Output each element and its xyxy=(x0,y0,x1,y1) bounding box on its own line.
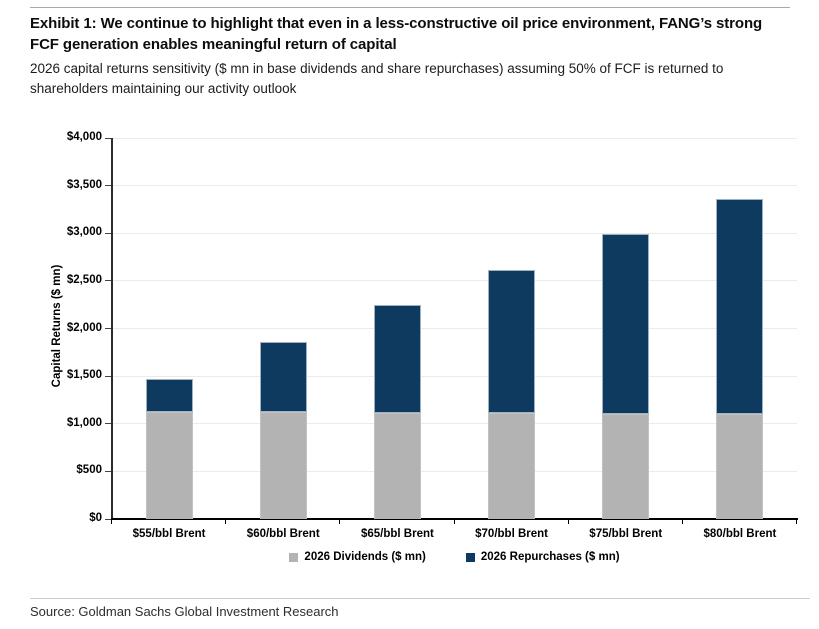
y-tick-label: $500 xyxy=(76,464,102,477)
x-axis-tick xyxy=(225,520,227,524)
x-axis-line xyxy=(111,518,798,520)
legend-swatch-icon xyxy=(465,552,475,562)
x-axis-tick xyxy=(681,520,683,524)
legend-label: 2026 Repurchases ($ mn) xyxy=(480,551,620,563)
bar-segment-dividends xyxy=(716,414,764,519)
gridline xyxy=(112,470,797,472)
bar-segment-repurchases xyxy=(259,341,307,413)
x-category-label: $65/bbl Brent xyxy=(360,528,434,540)
exhibit-subtitle: 2026 capital returns sensitivity ($ mn i… xyxy=(30,61,724,96)
bar-segment-dividends xyxy=(145,411,193,519)
y-axis-line xyxy=(111,138,113,520)
gridline xyxy=(112,280,797,282)
x-axis-tick xyxy=(453,520,455,524)
bar-segment-repurchases xyxy=(145,378,193,412)
y-tick-label: $1,000 xyxy=(66,416,102,429)
top-divider xyxy=(30,7,790,8)
bar-segment-dividends xyxy=(373,412,421,519)
bar-segment-repurchases xyxy=(488,270,536,414)
legend-item-dividends: 2026 Dividends ($ mn) xyxy=(289,551,426,563)
x-category-label: $70/bbl Brent xyxy=(475,528,548,540)
x-category-label: $55/bbl Brent xyxy=(132,528,206,540)
y-tick-label: $1,500 xyxy=(66,369,102,382)
x-category-label: $60/bbl Brent xyxy=(246,528,320,540)
bar-segment-repurchases xyxy=(373,305,421,413)
y-axis-tick xyxy=(105,328,112,329)
y-tick-label: $3,500 xyxy=(66,178,102,191)
gridline xyxy=(112,137,797,139)
x-axis-tick xyxy=(567,520,569,524)
gridline xyxy=(112,328,797,329)
gridline xyxy=(112,185,797,187)
bar-segment-dividends xyxy=(488,413,536,519)
y-axis-tick xyxy=(105,518,112,520)
x-axis-tick xyxy=(111,520,112,524)
bar-segment-dividends xyxy=(259,412,307,519)
y-tick-label: $3,000 xyxy=(66,226,102,239)
y-tick-label: $2,000 xyxy=(66,321,102,334)
y-axis-tick xyxy=(105,185,112,187)
y-tick-label: $4,000 xyxy=(66,131,102,143)
bar-segment-dividends xyxy=(602,413,650,519)
bar-segment-repurchases xyxy=(602,234,650,414)
y-axis-tick xyxy=(105,280,112,282)
legend-label: 2026 Dividends ($ mn) xyxy=(304,551,426,563)
source-attribution: Source: Goldman Sachs Global Investment … xyxy=(30,604,339,619)
gridline xyxy=(112,232,797,234)
gridline xyxy=(112,423,797,425)
gridline xyxy=(112,375,797,377)
y-axis-tick xyxy=(105,423,112,425)
x-category-label: $80/bbl Brent xyxy=(703,528,777,540)
y-axis-tick xyxy=(105,137,112,139)
x-axis-tick xyxy=(339,520,341,524)
y-tick-label: $0 xyxy=(89,512,102,524)
legend-item-repurchases: 2026 Repurchases ($ mn) xyxy=(465,551,620,563)
x-category-label: $75/bbl Brent xyxy=(589,528,663,540)
legend-swatch-icon xyxy=(289,552,299,562)
x-axis-tick xyxy=(796,520,797,524)
bottom-divider xyxy=(30,598,810,599)
y-axis-tick xyxy=(105,232,112,234)
chart-legend: 2026 Dividends ($ mn) 2026 Repurchases ($… xyxy=(112,551,797,563)
bar-segment-repurchases xyxy=(716,199,764,415)
y-tick-label: $2,500 xyxy=(66,273,102,286)
y-axis-tick xyxy=(105,470,112,472)
exhibit-title: Exhibit 1: We continue to highlight that… xyxy=(30,15,763,53)
y-axis-tick xyxy=(105,375,112,377)
